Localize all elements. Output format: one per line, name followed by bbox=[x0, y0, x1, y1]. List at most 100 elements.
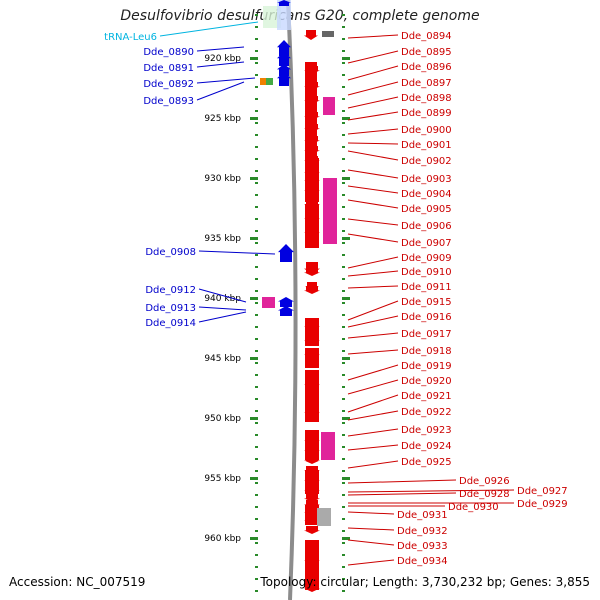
right-rail-dot bbox=[342, 374, 345, 376]
left-rail-dot bbox=[255, 482, 258, 484]
left-rail-dot bbox=[255, 590, 258, 592]
forward-gene-arrow bbox=[304, 96, 320, 104]
right-label-leader bbox=[347, 511, 395, 515]
left-label-leader bbox=[196, 81, 245, 101]
right-gene-label: Dde_0919 bbox=[401, 361, 452, 372]
left-rail-dot bbox=[255, 242, 258, 244]
axis-major-tick-right bbox=[342, 237, 350, 240]
left-rail-dot bbox=[255, 554, 258, 556]
right-label-leader bbox=[347, 34, 399, 39]
right-gene-label: Dde_0917 bbox=[401, 329, 452, 340]
forward-gene-block bbox=[305, 62, 317, 118]
right-rail-dot bbox=[342, 242, 345, 244]
right-gene-label: Dde_0923 bbox=[401, 425, 452, 436]
right-rail-dot bbox=[342, 554, 345, 556]
right-label-leader bbox=[347, 364, 399, 381]
right-rail-dot bbox=[342, 134, 345, 136]
axis-major-tick-right bbox=[342, 117, 350, 120]
left-rail-dot bbox=[255, 14, 258, 16]
left-rail-dot bbox=[255, 266, 258, 268]
right-rail-dot bbox=[342, 362, 345, 364]
right-rail-dot bbox=[342, 122, 345, 124]
left-rail-dot bbox=[255, 182, 258, 184]
right-rail-dot bbox=[342, 314, 345, 316]
forward-gene-arrow bbox=[304, 112, 320, 120]
right-label-leader bbox=[347, 479, 457, 484]
left-rail-dot bbox=[255, 218, 258, 220]
right-label-leader bbox=[347, 410, 399, 421]
left-rail-dot bbox=[255, 62, 258, 64]
forward-gene-arrow bbox=[304, 322, 320, 330]
forward-gene-arrow bbox=[304, 336, 320, 344]
right-gene-label: Dde_0922 bbox=[401, 407, 452, 418]
right-rail-dot bbox=[342, 182, 345, 184]
right-gene-label: Dde_0895 bbox=[401, 47, 452, 58]
right-rail-dot bbox=[342, 566, 345, 568]
left-rail-dot bbox=[255, 518, 258, 520]
right-rail-dot bbox=[342, 398, 345, 400]
right-label-leader bbox=[347, 492, 457, 496]
right-rail-dot bbox=[342, 254, 345, 256]
right-label-leader bbox=[347, 169, 399, 179]
right-label-leader bbox=[347, 65, 399, 81]
left-label-leader bbox=[196, 61, 245, 68]
right-gene-label: Dde_0932 bbox=[397, 526, 448, 537]
axis-major-tick bbox=[250, 237, 258, 240]
right-rail-dot bbox=[342, 74, 345, 76]
left-rail-dot bbox=[255, 398, 258, 400]
axis-tick-label: 925 kbp bbox=[204, 114, 241, 124]
left-rail-dot bbox=[255, 110, 258, 112]
right-gene-label: Dde_0929 bbox=[517, 499, 568, 510]
trna-gene-box bbox=[277, 0, 291, 30]
left-gene-label: Dde_0890 bbox=[143, 47, 194, 58]
forward-gene-arrow bbox=[304, 526, 320, 534]
right-gene-label: Dde_0909 bbox=[401, 253, 452, 264]
right-rail-dot bbox=[342, 50, 345, 52]
right-rail-dot bbox=[342, 578, 345, 580]
left-rail-dot bbox=[255, 434, 258, 436]
axis-tick-label: 935 kbp bbox=[204, 234, 241, 244]
forward-gene-arrow bbox=[304, 500, 320, 508]
right-label-leader bbox=[347, 539, 395, 546]
trna-region bbox=[263, 6, 281, 28]
right-gene-label: Dde_0931 bbox=[397, 510, 448, 521]
left-gene-label: Dde_0892 bbox=[143, 79, 194, 90]
right-label-leader bbox=[347, 394, 399, 413]
forward-gene-block bbox=[305, 204, 319, 248]
right-gene-label: Dde_0899 bbox=[401, 108, 452, 119]
right-label-leader bbox=[347, 233, 399, 243]
axis-major-tick bbox=[250, 357, 258, 360]
right-label-leader bbox=[347, 111, 399, 121]
forward-gene-arrow bbox=[304, 176, 320, 184]
right-label-leader bbox=[347, 218, 399, 226]
forward-gene-arrow bbox=[304, 436, 320, 444]
right-rail-dot bbox=[342, 422, 345, 424]
axis-major-tick-right bbox=[342, 417, 350, 420]
right-label-leader bbox=[347, 285, 399, 289]
gene-dde-0909 bbox=[304, 262, 320, 274]
right-rail-dot bbox=[342, 542, 345, 544]
right-gene-label: Dde_0898 bbox=[401, 93, 452, 104]
left-gene-label: Dde_0893 bbox=[143, 96, 194, 107]
right-gene-label: Dde_0926 bbox=[459, 476, 510, 487]
right-gene-label: Dde_0916 bbox=[401, 312, 452, 323]
axis-major-tick-right bbox=[342, 57, 350, 60]
right-gene-label: Dde_0934 bbox=[397, 556, 448, 567]
left-rail-dot bbox=[255, 194, 258, 196]
axis-major-tick bbox=[250, 57, 258, 60]
right-rail-dot bbox=[342, 338, 345, 340]
right-rail-dot bbox=[342, 458, 345, 460]
right-rail-dot bbox=[342, 446, 345, 448]
left-rail-dot bbox=[255, 374, 258, 376]
right-label-leader bbox=[347, 270, 399, 277]
right-label-leader bbox=[347, 559, 395, 566]
right-gene-label: Dde_0911 bbox=[401, 282, 452, 293]
left-gene-label: Dde_0891 bbox=[143, 63, 194, 74]
forward-gene-arrow bbox=[304, 446, 320, 454]
forward-gene-arrow bbox=[304, 82, 320, 90]
gene-dde-0914 bbox=[278, 306, 294, 316]
forward-gene-arrow bbox=[304, 476, 320, 484]
left-rail-dot bbox=[255, 98, 258, 100]
forward-gene-arrow bbox=[304, 186, 320, 194]
forward-gene-arrow bbox=[304, 456, 320, 464]
